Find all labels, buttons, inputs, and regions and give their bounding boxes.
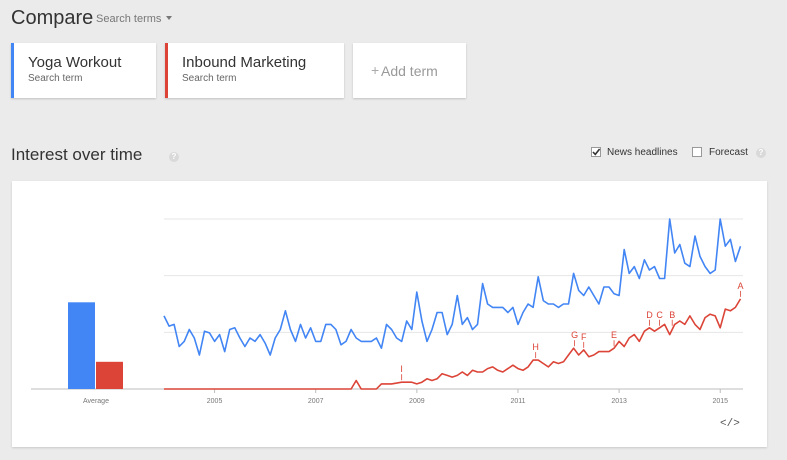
term-color-bar	[165, 43, 168, 98]
term-subtitle: Search term	[182, 73, 237, 84]
forecast-checkbox[interactable]	[692, 147, 702, 157]
term-name: Inbound Marketing	[182, 54, 307, 71]
annotation-label: F	[581, 332, 587, 342]
annotation-label: D	[646, 310, 653, 320]
term-card-inbound-marketing[interactable]: Inbound Marketing Search term	[165, 43, 344, 98]
checkmark-icon	[592, 148, 601, 156]
series-line	[163, 218, 742, 356]
compare-title: Compare	[11, 7, 94, 29]
term-name: Yoga Workout	[28, 54, 122, 71]
news-headlines-label: News headlines	[607, 147, 678, 158]
x-tick-label: 2005	[207, 398, 223, 405]
chart-panel: 2005 2007 2009 2011 2013 2015 Average I H G F E D C B A	[12, 181, 767, 447]
forecast-help-icon[interactable]: ?	[756, 148, 766, 158]
annotation-label: E	[611, 330, 617, 340]
plus-icon: +	[371, 62, 380, 78]
add-term-button[interactable]: + Add term	[353, 43, 466, 98]
help-icon[interactable]: ?	[169, 152, 179, 162]
x-tick-label: 2009	[409, 398, 425, 405]
term-card-yoga-workout[interactable]: Yoga Workout Search term	[11, 43, 156, 98]
series-line	[164, 298, 742, 390]
annotation-label: I	[400, 364, 403, 374]
term-color-bar	[11, 43, 14, 98]
annotation-label: C	[656, 310, 663, 320]
search-terms-label: Search terms	[96, 13, 162, 25]
caret-down-icon	[166, 16, 173, 20]
average-label: Average	[83, 398, 109, 405]
interest-over-time-title: Interest over time	[11, 145, 143, 164]
news-headlines-checkbox[interactable]	[591, 147, 601, 157]
x-tick-label: 2015	[712, 398, 728, 405]
embed-code-icon[interactable]: </>	[720, 418, 740, 430]
annotation-label: H	[532, 342, 539, 352]
search-terms-dropdown[interactable]: Search terms	[96, 13, 173, 25]
x-tick-label: 2013	[611, 398, 627, 405]
average-bar	[68, 302, 95, 389]
annotation-label: A	[737, 281, 743, 291]
average-bar	[96, 361, 123, 389]
annotation-label: B	[669, 310, 675, 320]
term-subtitle: Search term	[28, 73, 83, 84]
annotation-label: G	[571, 330, 578, 340]
forecast-label: Forecast	[709, 147, 748, 158]
interest-chart: 2005 2007 2009 2011 2013 2015 Average I H G F E D C B A	[31, 218, 743, 405]
add-term-label: Add term	[381, 63, 438, 79]
x-tick-label: 2011	[510, 398, 525, 405]
x-tick-label: 2007	[308, 398, 324, 405]
